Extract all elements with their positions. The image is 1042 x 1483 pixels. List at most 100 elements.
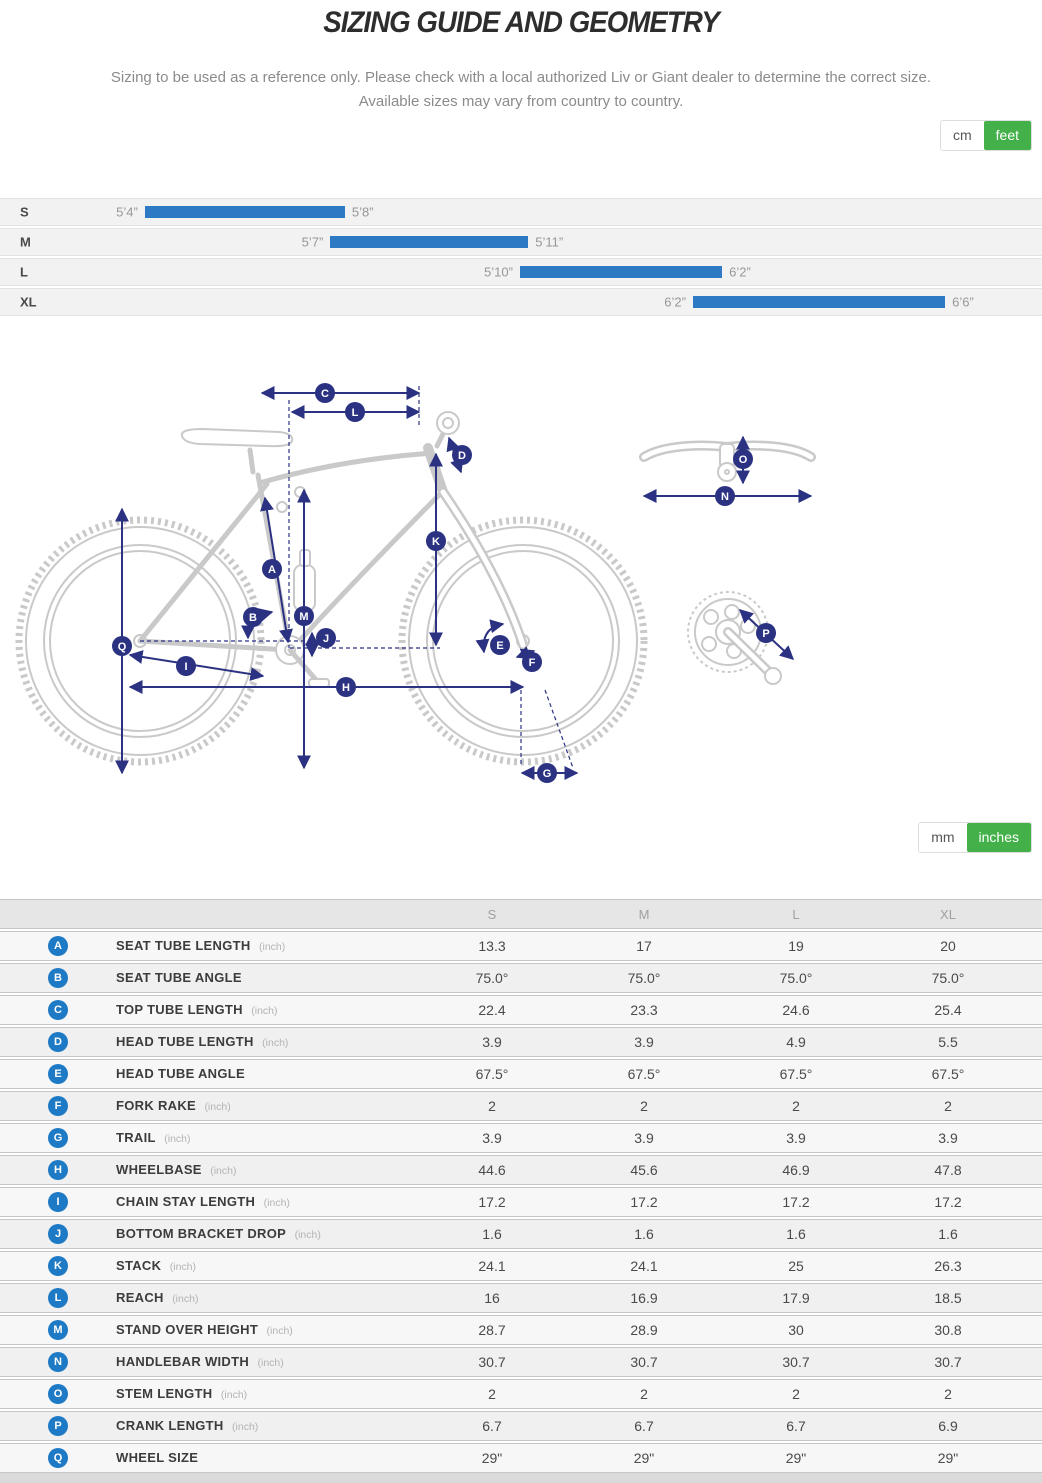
value-xl: 67.5° <box>931 1066 965 1082</box>
diagram-badge-e: E <box>490 635 510 655</box>
size-row: M 5’7” 5’11” <box>0 228 1042 256</box>
value-s: 44.6 <box>478 1162 506 1178</box>
size-row: L 5’10” 6’2” <box>0 258 1042 286</box>
svg-text:C: C <box>321 388 329 400</box>
feet-toggle-button[interactable]: feet <box>983 121 1031 150</box>
value-l: 3.9 <box>786 1130 806 1146</box>
diagram-badge-p: P <box>756 623 776 643</box>
geometry-unit-toggle: mm inches <box>918 822 1032 853</box>
size-range-bar <box>144 206 345 218</box>
svg-text:P: P <box>762 628 769 640</box>
value-s: 6.7 <box>482 1418 502 1434</box>
row-letter-badge: B <box>48 968 68 988</box>
page-title-text: SIZING GUIDE AND GEOMETRY <box>323 6 720 39</box>
row-unit: (inch) <box>251 1005 278 1017</box>
subtitle-line-2: Available sizes may vary from country to… <box>358 93 684 110</box>
diagram-badge-l: L <box>345 402 365 422</box>
row-label: CHAIN STAY LENGTH <box>116 1194 256 1209</box>
geometry-table: S M L XL A SEAT TUBE LENGTH (inch) 13.3 … <box>0 899 1042 1475</box>
row-letter-badge: E <box>48 1064 68 1084</box>
size-label: XL <box>20 294 37 310</box>
value-l: 30.7 <box>782 1354 810 1370</box>
value-xl: 3.9 <box>938 1130 958 1146</box>
value-m: 28.9 <box>630 1322 658 1338</box>
value-m: 45.6 <box>630 1162 658 1178</box>
value-m: 17 <box>636 938 652 954</box>
row-unit: (inch) <box>259 941 286 953</box>
value-m: 3.9 <box>634 1034 654 1050</box>
value-s: 2 <box>488 1386 496 1402</box>
row-letter-badge: M <box>48 1320 68 1340</box>
size-range-bar <box>330 236 529 248</box>
value-m: 29" <box>633 1450 655 1466</box>
diagram-badge-h: H <box>336 677 356 697</box>
crankset-detail <box>687 591 782 685</box>
value-m: 75.0° <box>627 970 661 986</box>
geometry-row: I CHAIN STAY LENGTH (inch) 17.2 17.2 17.… <box>0 1187 1042 1217</box>
row-label: FORK RAKE <box>116 1098 196 1113</box>
bike-side-view <box>15 411 648 766</box>
row-label: TRAIL <box>116 1130 156 1145</box>
value-m: 6.7 <box>634 1418 654 1434</box>
value-xl: 30.7 <box>934 1354 962 1370</box>
geometry-row: F FORK RAKE (inch) 2 2 2 2 <box>0 1091 1042 1121</box>
value-s: 17.2 <box>478 1194 506 1210</box>
column-header-s: S <box>487 906 497 922</box>
diagram-badge-o: O <box>733 449 753 469</box>
value-l: 2 <box>792 1386 800 1402</box>
inches-toggle-button[interactable]: inches <box>966 823 1031 852</box>
value-xl: 1.6 <box>938 1226 958 1242</box>
value-l: 25 <box>788 1258 804 1274</box>
value-l: 19 <box>788 938 804 954</box>
value-l: 75.0° <box>779 970 813 986</box>
svg-text:G: G <box>543 768 552 780</box>
row-unit: (inch) <box>266 1325 293 1337</box>
geometry-row: J BOTTOM BRACKET DROP (inch) 1.6 1.6 1.6… <box>0 1219 1042 1249</box>
row-label: CRANK LENGTH <box>116 1418 224 1433</box>
row-unit: (inch) <box>164 1133 191 1145</box>
value-m: 3.9 <box>634 1130 654 1146</box>
row-unit: (inch) <box>169 1261 197 1273</box>
svg-text:D: D <box>458 450 466 462</box>
column-header-m: M <box>638 906 650 922</box>
value-m: 1.6 <box>634 1226 654 1242</box>
row-label: REACH <box>116 1290 164 1305</box>
value-l: 46.9 <box>782 1162 810 1178</box>
row-letter-badge: D <box>48 1032 68 1052</box>
svg-text:L: L <box>352 407 359 419</box>
value-xl: 2 <box>944 1098 952 1114</box>
value-l: 17.2 <box>782 1194 810 1210</box>
row-unit: (inch) <box>220 1389 248 1401</box>
row-label: HEAD TUBE ANGLE <box>116 1066 245 1081</box>
diagram-badge-i: I <box>176 656 196 676</box>
size-min-height: 5’10” <box>484 264 513 280</box>
value-s: 22.4 <box>478 1002 506 1018</box>
row-unit: (inch) <box>210 1165 237 1177</box>
handlebar-top-view <box>639 440 816 482</box>
row-unit: (inch) <box>232 1421 259 1433</box>
column-header-xl: XL <box>940 906 956 922</box>
row-letter-badge: G <box>48 1128 68 1148</box>
row-unit: (inch) <box>263 1197 290 1209</box>
geometry-row: L REACH (inch) 16 16.9 17.9 18.5 <box>0 1283 1042 1313</box>
row-label: HEAD TUBE LENGTH <box>116 1034 254 1049</box>
value-xl: 20 <box>940 938 956 954</box>
value-l: 2 <box>792 1098 800 1114</box>
mm-toggle-button[interactable]: mm <box>919 823 967 852</box>
row-letter-badge: K <box>48 1256 68 1276</box>
value-s: 24.1 <box>478 1258 506 1274</box>
row-letter-badge: L <box>48 1288 68 1308</box>
row-label: HANDLEBAR WIDTH <box>116 1354 250 1369</box>
row-label: SEAT TUBE LENGTH <box>116 938 251 953</box>
value-xl: 5.5 <box>938 1034 958 1050</box>
value-xl: 30.8 <box>934 1322 962 1338</box>
cm-toggle-button[interactable]: cm <box>940 121 984 150</box>
size-label: L <box>20 264 28 280</box>
row-letter-badge: H <box>48 1160 68 1180</box>
geometry-row: E HEAD TUBE ANGLE 67.5° 67.5° 67.5° 67.5… <box>0 1059 1042 1089</box>
row-unit: (inch) <box>204 1101 231 1113</box>
geometry-row: Q WHEEL SIZE 29" 29" 29" 29" <box>0 1443 1042 1473</box>
diagram-badge-q: Q <box>112 636 132 656</box>
size-min-height: 6’2” <box>664 294 686 310</box>
geometry-row: O STEM LENGTH (inch) 2 2 2 2 <box>0 1379 1042 1409</box>
